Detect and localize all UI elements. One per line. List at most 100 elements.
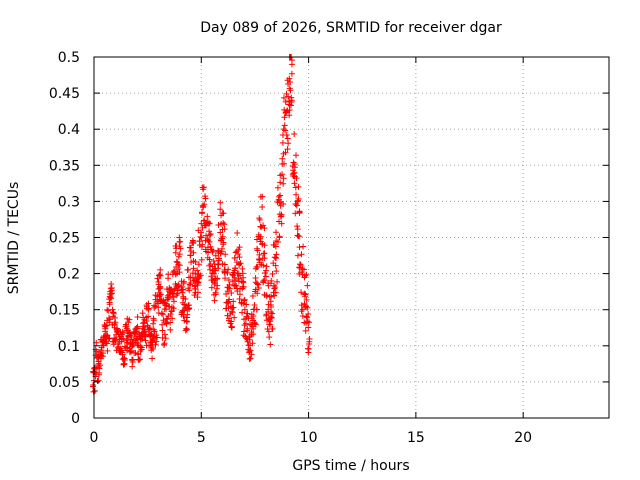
data-points [89,54,313,395]
data-point [281,122,288,129]
data-point [296,264,303,271]
data-point [293,191,300,198]
data-point [303,303,310,310]
data-point [254,290,261,297]
data-point [159,327,166,334]
data-point [306,335,313,342]
data-point [303,271,310,278]
data-point [111,321,118,328]
data-point [261,242,268,249]
data-point [231,314,238,321]
data-point [156,292,163,299]
data-point [159,311,166,318]
data-point [107,285,114,292]
data-point [246,348,253,355]
data-point [254,247,261,254]
data-point [184,318,191,325]
data-point [268,309,275,316]
data-point [281,114,288,121]
data-point [173,258,180,265]
data-point [265,328,272,335]
data-point [280,94,287,101]
data-point [154,334,161,341]
data-point [249,323,256,330]
data-point [149,345,156,352]
x-axis-label: GPS time / hours [292,458,409,474]
data-point [220,241,227,248]
data-point [192,258,199,265]
data-point [146,325,153,332]
data-point [161,331,168,338]
data-point [268,303,275,310]
y-tick-label: 0.5 [58,50,80,66]
data-point [190,249,197,256]
data-point [252,274,259,281]
data-point [190,238,197,245]
data-point [239,309,246,316]
data-point [246,336,253,343]
data-point [121,356,128,363]
data-point [269,326,276,333]
data-point [284,135,291,142]
data-point [103,331,110,338]
data-point [138,344,145,351]
data-point [240,328,247,335]
data-point [95,371,102,378]
data-point [158,310,165,317]
data-point [103,340,110,347]
data-point [180,313,187,320]
data-point [294,223,301,230]
data-point [255,284,262,291]
data-point [265,282,272,289]
data-point [172,249,179,256]
data-point [257,223,264,230]
data-point [259,193,266,200]
data-point [198,243,205,250]
data-point [126,316,133,323]
data-point [119,328,126,335]
data-point [215,221,222,228]
data-point [259,204,266,211]
data-point [153,338,160,345]
data-point [268,277,275,284]
data-point [296,233,303,240]
data-point [235,250,242,257]
data-point [111,314,118,321]
data-point [263,312,270,319]
data-point [200,217,207,224]
data-point [170,305,177,312]
data-point [206,220,213,227]
data-point [217,206,224,213]
data-point [187,252,194,259]
data-point [162,335,169,342]
data-point [273,268,280,275]
data-point [210,258,217,265]
data-point [247,347,254,354]
data-point [241,322,248,329]
y-axis-label: SRMTID / TECUs [6,182,22,295]
data-point [177,245,184,252]
data-point [127,348,134,355]
data-point [248,315,255,322]
data-point [228,324,235,331]
y-tick-label: 0.3 [58,194,80,210]
x-tick-label: 15 [407,430,425,446]
data-point [296,209,303,216]
data-point [199,202,206,209]
data-point [200,186,207,193]
data-point [298,251,305,258]
data-point [278,220,285,227]
data-point [267,341,274,348]
data-point [122,323,129,330]
data-point [298,289,305,296]
data-point [194,280,201,287]
data-point [277,179,284,186]
data-point [244,310,251,317]
data-point [207,231,214,238]
data-point [280,180,287,187]
data-point [208,246,215,253]
data-point [294,198,301,205]
data-point [302,291,309,298]
data-point [273,255,280,262]
data-point [163,320,170,327]
